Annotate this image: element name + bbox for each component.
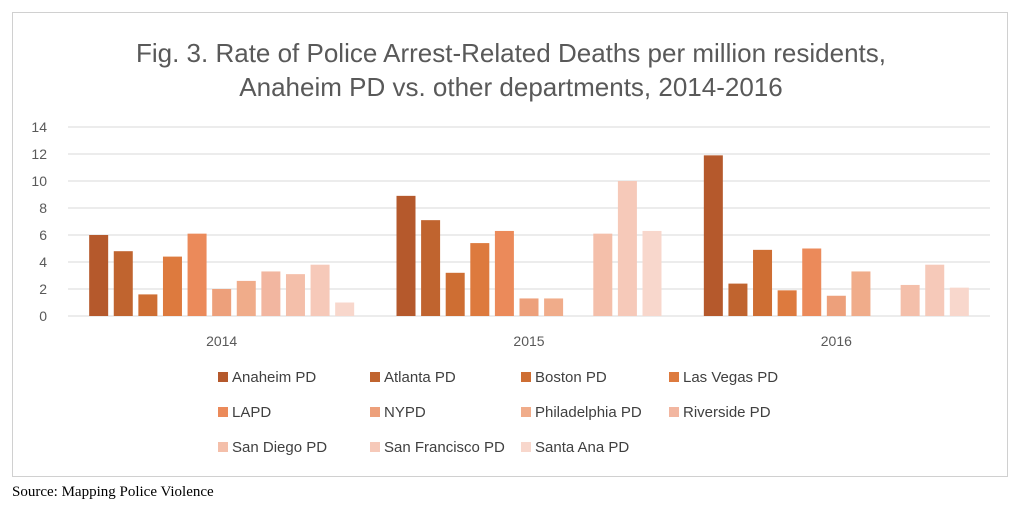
- bar: [236, 280, 256, 316]
- x-axis: 2014 2015 2016: [206, 333, 852, 349]
- legend-label: LAPD: [232, 404, 271, 421]
- bar: [187, 233, 207, 316]
- bar: [212, 289, 232, 316]
- chart-frame: Fig. 3. Rate of Police Arrest-Related De…: [12, 12, 1008, 477]
- bar: [138, 294, 158, 316]
- bar: [285, 274, 305, 316]
- y-tick-label: 6: [39, 227, 47, 243]
- bar: [396, 195, 416, 316]
- bar: [851, 271, 871, 316]
- bar: [826, 295, 846, 316]
- y-tick-label: 4: [39, 254, 47, 270]
- bar: [703, 155, 723, 316]
- bar: [642, 230, 662, 316]
- bar: [753, 249, 773, 316]
- legend-swatch: [218, 372, 228, 382]
- legend-label: San Francisco PD: [384, 439, 505, 456]
- x-tick-label: 2014: [206, 333, 237, 349]
- bar: [261, 271, 281, 316]
- legend-label: Boston PD: [535, 369, 607, 386]
- bar: [728, 283, 748, 316]
- bar: [925, 264, 945, 316]
- bars-group: [89, 155, 969, 316]
- legend-swatch: [521, 442, 531, 452]
- legend-swatch: [370, 372, 380, 382]
- bar: [470, 243, 490, 316]
- legend-swatch: [521, 372, 531, 382]
- y-tick-label: 12: [31, 146, 47, 162]
- bar: [949, 287, 969, 316]
- legend-label: Atlanta PD: [384, 369, 456, 386]
- bar: [113, 251, 133, 316]
- chart-svg: Fig. 3. Rate of Police Arrest-Related De…: [31, 38, 990, 456]
- bar: [494, 230, 514, 316]
- legend-label: Anaheim PD: [232, 369, 316, 386]
- bar: [617, 181, 637, 316]
- bar: [162, 256, 182, 316]
- legend-swatch: [218, 442, 228, 452]
- legend-swatch: [669, 407, 679, 417]
- bar: [593, 233, 613, 316]
- bar: [421, 220, 441, 316]
- y-tick-label: 8: [39, 200, 47, 216]
- legend-label: Santa Ana PD: [535, 439, 629, 456]
- bar: [310, 264, 330, 316]
- bar: [802, 248, 822, 316]
- legend-swatch: [669, 372, 679, 382]
- legend-label: NYPD: [384, 404, 426, 421]
- x-tick-label: 2015: [513, 333, 544, 349]
- bar: [89, 235, 109, 316]
- chart-title-line-1: Fig. 3. Rate of Police Arrest-Related De…: [136, 38, 886, 68]
- legend-swatch: [370, 442, 380, 452]
- source-note: Source: Mapping Police Violence: [12, 484, 214, 500]
- legend-swatch: [370, 407, 380, 417]
- bar: [519, 298, 539, 316]
- y-axis: 0 2 4 6 8 10 12 14: [31, 119, 47, 324]
- legend-swatch: [218, 407, 228, 417]
- legend-label: Philadelphia PD: [535, 404, 642, 421]
- bar: [544, 298, 564, 316]
- y-tick-label: 14: [31, 119, 47, 135]
- legend-label: Riverside PD: [683, 404, 771, 421]
- y-tick-label: 10: [31, 173, 47, 189]
- legend-swatch: [521, 407, 531, 417]
- bar: [445, 272, 465, 316]
- x-tick-label: 2016: [821, 333, 852, 349]
- bar: [777, 290, 797, 316]
- legend-label: Las Vegas PD: [683, 369, 778, 386]
- bar: [335, 302, 355, 316]
- legend: Anaheim PD Atlanta PD Boston PD Las Vegas P…: [218, 369, 778, 456]
- bar: [900, 284, 920, 316]
- y-tick-label: 2: [39, 281, 47, 297]
- legend-label: San Diego PD: [232, 439, 327, 456]
- y-tick-label: 0: [39, 308, 47, 324]
- chart-title-line-2: Anaheim PD vs. other departments, 2014-2…: [239, 72, 782, 102]
